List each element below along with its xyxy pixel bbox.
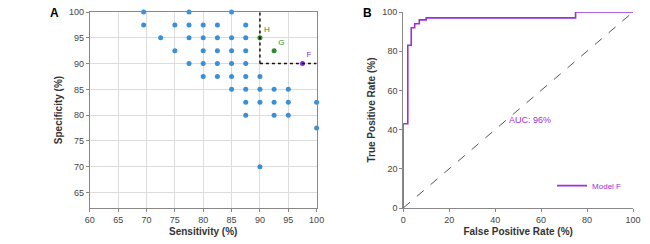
svg-text:80: 80 — [198, 215, 208, 225]
svg-text:80: 80 — [582, 215, 592, 225]
svg-text:40: 40 — [387, 125, 397, 135]
svg-text:20: 20 — [444, 215, 454, 225]
svg-text:0: 0 — [392, 203, 397, 213]
svg-text:False Positive Rate (%): False Positive Rate (%) — [463, 226, 572, 237]
svg-text:100: 100 — [382, 7, 397, 17]
svg-text:H: H — [264, 25, 270, 34]
svg-text:AUC: 96%: AUC: 96% — [509, 115, 551, 125]
svg-text:100: 100 — [309, 215, 324, 225]
svg-text:40: 40 — [490, 215, 500, 225]
svg-text:90: 90 — [74, 59, 84, 69]
svg-text:70: 70 — [74, 162, 84, 172]
svg-text:90: 90 — [255, 215, 265, 225]
svg-text:60: 60 — [536, 215, 546, 225]
svg-text:75: 75 — [170, 215, 180, 225]
svg-text:95: 95 — [74, 33, 84, 43]
svg-text:0: 0 — [401, 215, 406, 225]
svg-text:Sensitivity (%): Sensitivity (%) — [169, 226, 237, 237]
svg-text:G: G — [278, 38, 284, 47]
svg-text:100: 100 — [69, 7, 84, 17]
svg-text:True Positive Rate (%): True Positive Rate (%) — [366, 57, 377, 162]
svg-text:75: 75 — [74, 136, 84, 146]
svg-text:Model F: Model F — [592, 182, 621, 191]
svg-text:80: 80 — [74, 110, 84, 120]
svg-text:95: 95 — [283, 215, 293, 225]
svg-text:70: 70 — [141, 215, 151, 225]
svg-text:65: 65 — [74, 188, 84, 198]
svg-text:B: B — [363, 6, 372, 20]
svg-text:65: 65 — [113, 215, 123, 225]
svg-text:100: 100 — [626, 215, 641, 225]
svg-text:85: 85 — [74, 85, 84, 95]
svg-text:85: 85 — [227, 215, 237, 225]
svg-text:80: 80 — [387, 46, 397, 56]
svg-text:F: F — [307, 50, 312, 59]
svg-text:60: 60 — [387, 86, 397, 96]
svg-text:A: A — [50, 6, 59, 20]
svg-text:60: 60 — [85, 215, 95, 225]
svg-text:20: 20 — [387, 164, 397, 174]
svg-text:Specificity (%): Specificity (%) — [53, 76, 64, 144]
